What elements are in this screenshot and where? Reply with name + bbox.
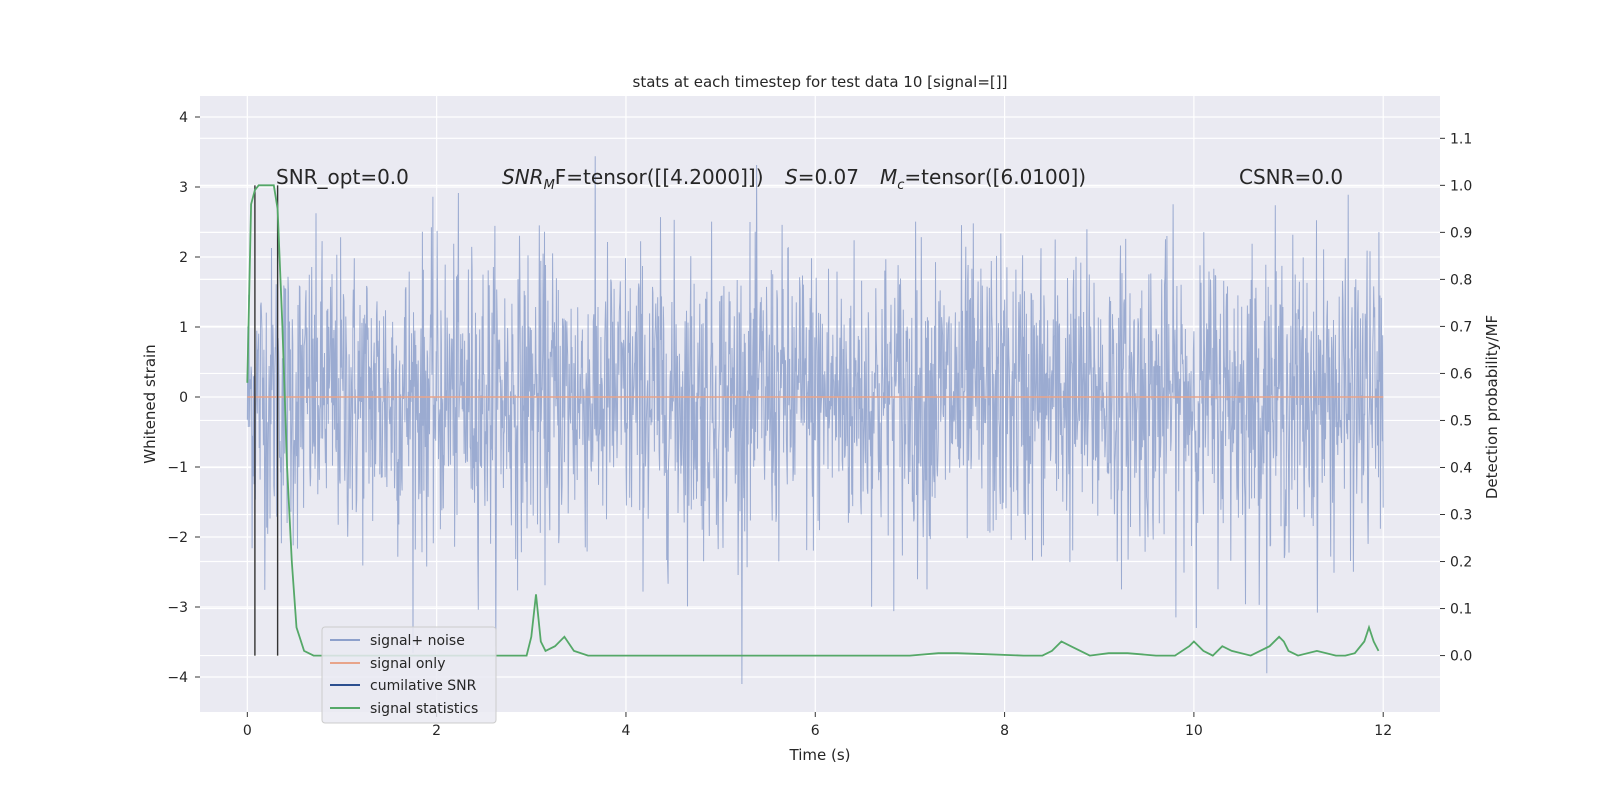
y2-tick-label-5: 0.6 <box>1450 366 1472 382</box>
mc-value: =tensor([6.0100]) <box>904 165 1086 189</box>
x-tick-label-4: 8 <box>1000 723 1009 739</box>
s-value: =0.07 <box>798 165 859 189</box>
line-signal-statistics <box>246 184 1380 657</box>
y2-tick-label-4: 0.7 <box>1450 319 1472 335</box>
y-tick-label-1: 3 <box>179 180 188 196</box>
x-tick-label-6: 12 <box>1374 723 1392 739</box>
legend-label-signal-only: signal only <box>370 656 445 672</box>
x-tick-label-3: 6 <box>811 723 820 739</box>
annotation-mc: Mc=tensor([6.0100]) <box>880 165 1086 193</box>
x-tick-label-2: 4 <box>621 723 630 739</box>
annotation-csnr: CSNR=0.0 <box>1239 165 1343 189</box>
y-tick-label-7: −3 <box>167 600 188 616</box>
series-signal-statistics <box>246 184 1380 657</box>
chart-title: stats at each timestep for test data 10 … <box>633 73 1008 91</box>
s-symbol: S <box>785 165 798 189</box>
x-tick-label-0: 0 <box>243 723 252 739</box>
y2-tick-label-10: 0.1 <box>1450 602 1472 618</box>
snr-mf-prefix: SNR <box>502 165 544 189</box>
y2-tick-label-6: 0.5 <box>1450 413 1472 429</box>
y2-tick-label-9: 0.2 <box>1450 555 1472 571</box>
y-tick-label-0: 4 <box>179 110 188 126</box>
y2-tick-label-7: 0.4 <box>1450 460 1472 476</box>
y2-tick-label-2: 0.9 <box>1450 225 1472 241</box>
y2-tick-label-0: 1.1 <box>1450 131 1472 147</box>
y-tick-label-6: −2 <box>167 530 188 546</box>
annotation-snr-opt: SNR_opt=0.0 <box>276 165 409 189</box>
y2-tick-label-3: 0.8 <box>1450 272 1472 288</box>
annotation-snr-mf: SNRMF=tensor([[4.2000]]) <box>502 165 764 193</box>
x-axis-label: Time (s) <box>789 746 851 764</box>
series-cumulative-snr <box>254 185 279 656</box>
y2-tick-label-8: 0.3 <box>1450 508 1472 524</box>
y-tick-label-4: 0 <box>179 390 188 406</box>
line-signal-noise <box>246 156 1384 685</box>
legend: signal+ noise signal only cumilative SNR… <box>321 626 497 724</box>
y2-tick-label-1: 1.0 <box>1450 178 1472 194</box>
y2-axis-label: Detection probability/MF <box>1483 315 1501 499</box>
mc-subscript: c <box>897 178 904 193</box>
mc-symbol: M <box>880 165 897 189</box>
annotation-s: S=0.07 <box>785 165 859 189</box>
x-tick-label-5: 10 <box>1185 723 1203 739</box>
x-tick-label-1: 2 <box>432 723 441 739</box>
snr-mf-subscript: M <box>544 178 555 193</box>
ticks: 0 2 4 6 8 10 1243210−1−2−3−41.11.00.90.80.70.6… <box>167 110 1472 739</box>
legend-label-signal-noise: signal+ noise <box>370 633 465 649</box>
y-tick-label-5: −1 <box>167 460 188 476</box>
y-axis-label: Whitened strain <box>141 344 159 463</box>
legend-box <box>321 626 497 724</box>
y-tick-label-2: 2 <box>179 250 188 266</box>
y-tick-label-3: 1 <box>179 320 188 336</box>
snr-mf-value: F=tensor([[4.2000]]) <box>555 165 764 189</box>
y-tick-label-8: −4 <box>167 670 188 686</box>
legend-label-cumulative-snr: cumilative SNR <box>370 678 477 694</box>
legend-label-signal-statistics: signal statistics <box>370 701 478 717</box>
series-signal-noise <box>246 156 1384 685</box>
y2-tick-label-11: 0.0 <box>1450 649 1472 665</box>
